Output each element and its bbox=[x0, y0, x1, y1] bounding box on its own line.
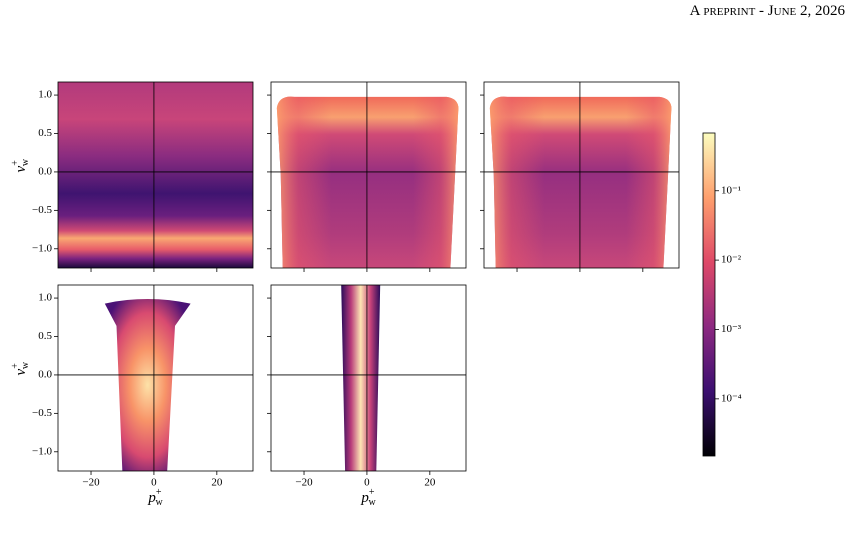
axis-label: p+ w bbox=[147, 487, 163, 508]
axis-label-sup: + bbox=[369, 487, 375, 498]
axis-label-base: v bbox=[13, 368, 29, 375]
colorbar-tick-label: 10⁻¹ bbox=[721, 184, 741, 196]
heatmap-panel bbox=[341, 285, 381, 471]
colorbar-tick-label: 10⁻² bbox=[721, 254, 742, 266]
density-edge bbox=[489, 96, 672, 269]
density bbox=[341, 285, 381, 471]
y-tick-label: −1.0 bbox=[32, 242, 52, 254]
x-tick-label: −20 bbox=[295, 477, 313, 489]
axes-frame bbox=[57, 284, 254, 472]
axis-label-sub: w bbox=[368, 497, 376, 508]
axis-label: v+w bbox=[10, 361, 31, 375]
y-tick-label: 1.0 bbox=[38, 292, 52, 304]
axes-frame bbox=[57, 81, 254, 269]
axes-frame bbox=[270, 81, 467, 269]
y-tick-label: 0.5 bbox=[38, 127, 52, 139]
axis-label: v+w bbox=[10, 158, 31, 172]
running-header: A preprint - June 2, 2026 bbox=[690, 3, 846, 19]
axis-label-base: v bbox=[13, 165, 29, 172]
axis-label: p+ w bbox=[360, 487, 376, 508]
x-tick-label: −20 bbox=[82, 477, 100, 489]
axis-label-sub: w bbox=[20, 361, 31, 369]
x-tick-label: 20 bbox=[424, 477, 436, 489]
y-tick-label: −1.0 bbox=[32, 445, 52, 457]
y-tick-label: −0.5 bbox=[32, 407, 52, 419]
heatmap-panel bbox=[489, 96, 672, 269]
density bbox=[104, 298, 191, 471]
x-tick-label: 20 bbox=[211, 477, 223, 489]
axis-label-sup: + bbox=[10, 160, 21, 166]
y-tick-label: 0.5 bbox=[38, 330, 52, 342]
heatmap-panel bbox=[58, 82, 253, 268]
x-tick-label: 0 bbox=[151, 477, 157, 489]
density-edge bbox=[276, 96, 459, 269]
axis-label-sub: w bbox=[155, 497, 163, 508]
density bbox=[58, 82, 253, 268]
y-tick-label: 0.0 bbox=[38, 368, 52, 380]
heatmap-panel bbox=[276, 96, 459, 269]
y-tick-label: 1.0 bbox=[38, 89, 52, 101]
y-tick-label: 0.0 bbox=[38, 165, 52, 177]
axis-label-base: p bbox=[360, 490, 369, 506]
axes-frame bbox=[270, 284, 467, 472]
axis-label-sup: + bbox=[156, 487, 162, 498]
heatmap-panel bbox=[104, 298, 191, 471]
axis-label-sub: w bbox=[20, 158, 31, 166]
axes-frame bbox=[483, 81, 680, 269]
y-tick-label: −0.5 bbox=[32, 204, 52, 216]
colorbar bbox=[702, 132, 716, 457]
colorbar-tick-label: 10⁻³ bbox=[721, 323, 742, 335]
colorbar-tick-label: 10⁻⁴ bbox=[721, 392, 742, 404]
axis-label-sup: + bbox=[10, 363, 21, 369]
x-tick-label: 0 bbox=[364, 477, 370, 489]
axis-label-base: p bbox=[147, 490, 156, 506]
